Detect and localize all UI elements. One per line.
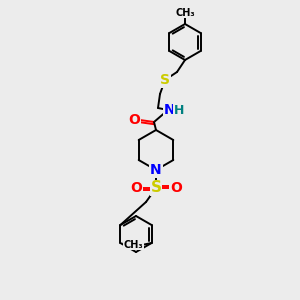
Text: O: O [170, 181, 182, 195]
Text: CH₃: CH₃ [175, 8, 195, 18]
Text: O: O [128, 113, 140, 127]
Text: S: S [160, 73, 170, 87]
Text: H: H [174, 104, 184, 118]
Text: S: S [151, 181, 161, 196]
Text: N: N [150, 163, 162, 177]
Text: CH₃: CH₃ [124, 240, 143, 250]
Text: N: N [164, 103, 176, 117]
Text: O: O [130, 181, 142, 195]
